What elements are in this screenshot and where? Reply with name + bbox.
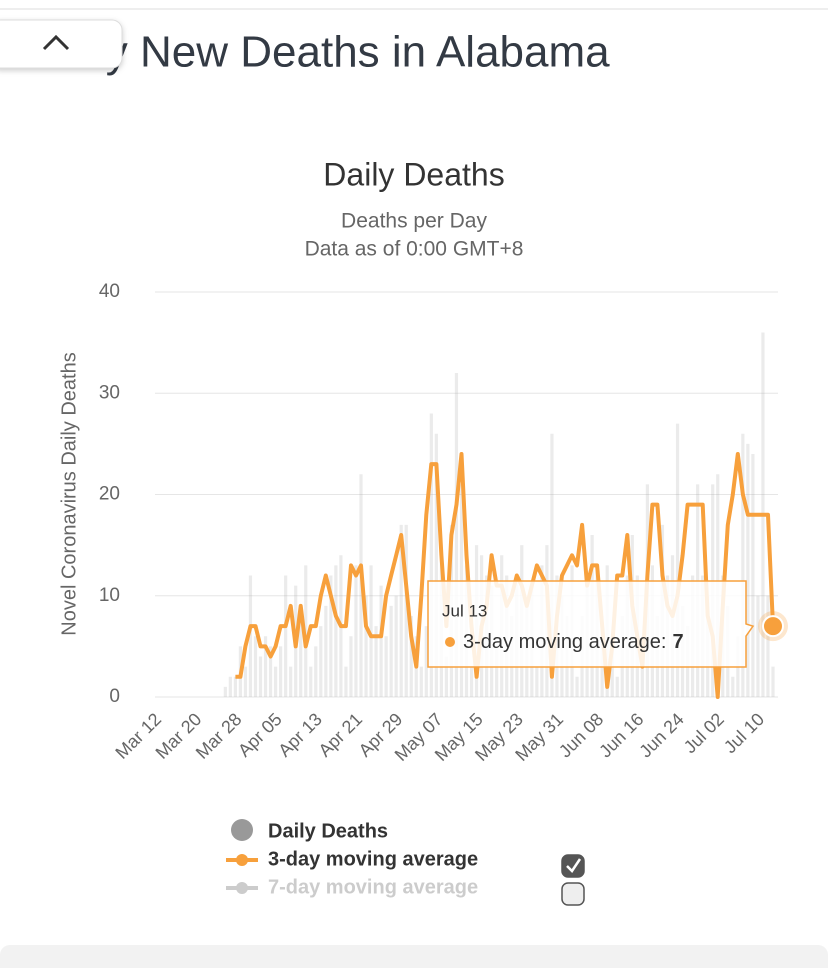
bar [429,413,433,697]
legend-checkbox[interactable] [561,854,585,878]
bar [223,686,227,697]
checkmark[interactable] [566,858,582,873]
legend-marker[interactable] [231,819,253,841]
y-tick-label: 30 [99,382,120,403]
legend-marker[interactable] [236,854,248,866]
y-tick-label: 0 [109,686,120,707]
bar [640,646,644,697]
bar [314,646,318,697]
bar [263,636,268,697]
bar [535,666,539,697]
bar [469,666,474,697]
bar [299,605,303,697]
point [762,615,784,638]
bar [319,626,323,697]
legend-label[interactable]: 7-day moving average [268,876,478,898]
chart-subtitle: Data as of 0:00 GMT+8 [305,238,524,261]
bar [404,524,408,697]
x-tick-label: Jun 16 [595,709,647,761]
bar [243,666,248,697]
tooltip-label: 3-day moving average: [463,631,666,653]
bar [228,676,232,697]
bar [233,676,237,697]
x-tick-label: Apr 21 [315,709,367,761]
bar [279,646,283,697]
bar [399,524,403,697]
bar [550,433,554,697]
bar [384,636,388,697]
y-tick-label: 40 [99,281,120,302]
legend-item[interactable]: 3-day moving average [226,848,585,878]
x-tick-label: Jun 08 [555,709,607,761]
bar [324,605,328,697]
bar [369,565,373,697]
tooltip-box [427,580,755,668]
tooltip-dot [445,637,455,647]
x-tick-label: Jul 10 [720,709,768,757]
bar [258,656,263,697]
bar [253,636,258,697]
bar [374,626,378,697]
bar [309,666,313,697]
bar [771,666,775,697]
legend-item[interactable]: 7-day moving average [226,876,585,906]
x-tick-label: Mar 28 [192,709,246,763]
legend-checkbox[interactable] [561,882,585,906]
bar [615,676,619,697]
x-tick-label: Jun 24 [635,709,687,761]
bar [354,565,358,697]
bar [575,676,579,697]
bar [419,666,423,697]
bar [444,656,449,697]
page-title: Daily New Deaths in Alabama [30,28,610,77]
legend-item[interactable]: Daily Deaths [231,819,388,842]
bar [495,646,499,697]
tooltip-value: 7 [672,631,683,653]
bar [334,565,338,697]
bar [746,443,750,697]
caret-icon[interactable] [42,34,70,51]
bar [344,666,348,697]
bar [424,626,428,697]
tooltip-date: Jul 13 [442,601,487,620]
y-tick-label: 10 [99,585,120,606]
bar [329,575,333,697]
bottom-panel [0,945,828,968]
chart-subtitle: Deaths per Day [341,210,487,233]
legend-label[interactable]: Daily Deaths [268,820,388,842]
chart-title: Daily Deaths [323,156,504,192]
bar [273,666,278,697]
back-tab[interactable] [0,19,123,69]
bar [284,575,288,697]
bar [389,605,393,697]
tooltip-text: 3-day moving average: 7 [463,631,684,653]
bar [675,423,680,697]
bar [409,616,413,697]
bar [731,676,735,697]
bar [454,373,459,697]
bar [741,433,745,697]
bar [434,433,438,697]
bar [756,595,760,697]
legend-label[interactable]: 3-day moving average [268,848,478,870]
bar [751,454,755,697]
y-tick-label: 20 [99,484,120,505]
bar [766,595,770,697]
bar [394,595,398,697]
y-axis-label: Novel Coronavirus Daily Deaths [58,352,80,635]
x-tick-label: Apr 13 [274,709,326,761]
bar [289,666,293,697]
bar [248,575,253,697]
x-tick-label: Jul 02 [680,709,728,757]
bar [364,595,368,697]
bar [349,636,353,697]
bar [379,585,383,697]
legend-marker[interactable] [236,882,248,894]
bar [268,646,273,697]
x-tick-label: Apr 05 [234,709,286,761]
